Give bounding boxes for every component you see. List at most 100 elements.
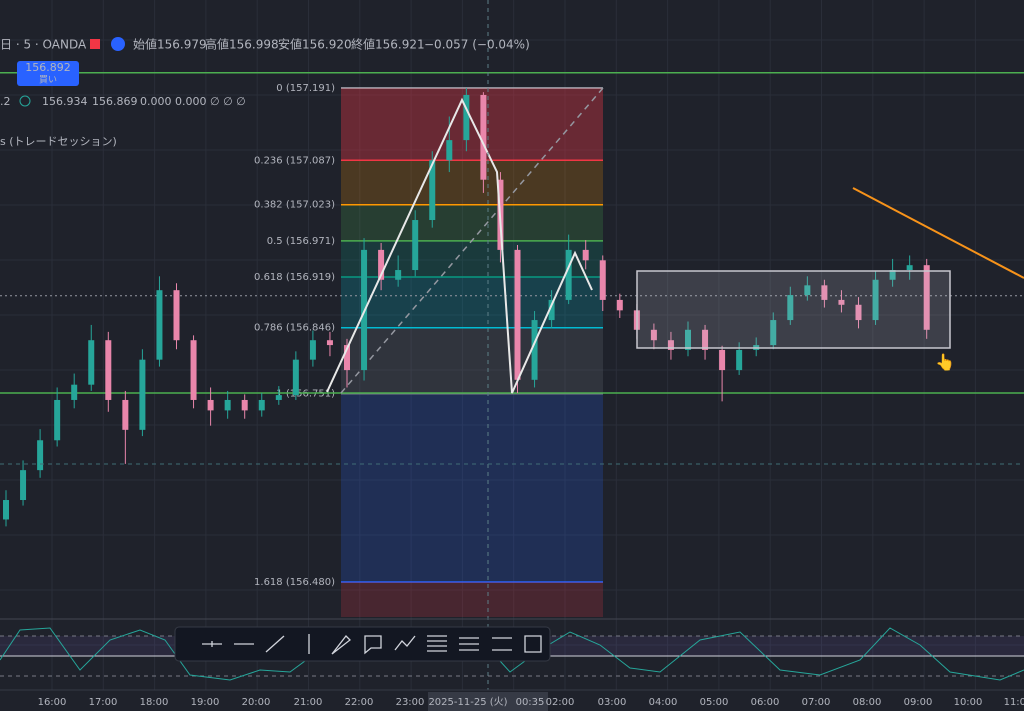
fib-band	[341, 88, 603, 161]
candle-body	[770, 320, 777, 346]
candle-body	[821, 285, 828, 300]
drawing-toolbar	[174, 626, 551, 662]
fib-label: 0.382 (157.023)	[254, 200, 335, 211]
low-value: 156.920	[302, 38, 352, 52]
time-label: 19:00	[191, 697, 220, 708]
fib-band	[341, 327, 603, 394]
candle-body	[88, 340, 95, 385]
candle-body	[480, 94, 487, 180]
time-axis: 16:00 17:00 18:00 19:00 20:00 21:00 22:00 23:00…	[38, 696, 1024, 708]
tool-callout[interactable]	[364, 635, 382, 655]
candle-body	[20, 470, 27, 501]
candle-body	[736, 349, 743, 371]
candle-body	[804, 285, 811, 296]
high-value: 156.998	[229, 38, 279, 52]
candle-body	[395, 270, 402, 280]
trend-line	[852, 187, 1024, 279]
candle-body	[889, 270, 896, 280]
candle-body	[906, 265, 913, 271]
replay-button[interactable]	[111, 37, 125, 51]
candle-body	[531, 320, 538, 380]
time-label: 23:00	[396, 697, 425, 708]
fib-label: 0.5 (156.971)	[267, 236, 335, 247]
candle-body	[463, 94, 470, 141]
buy-button[interactable]: 156.892 買い	[17, 61, 79, 86]
candle-body	[923, 265, 930, 330]
indicator-value: ∅ ∅ ∅	[210, 95, 246, 108]
symbol: 日 · 5 · OANDA	[0, 38, 87, 52]
zigzag-drawing	[326, 97, 593, 394]
fib-extension-band	[341, 582, 603, 617]
legend-header: 日 · 5 · OANDA 始値 156.979 高値 156.998 安値 1…	[0, 37, 530, 52]
tool-price-range[interactable]	[492, 637, 512, 651]
candle-body	[173, 290, 180, 341]
indicator-value: 0.000	[175, 95, 207, 108]
time-label: 03:00	[598, 697, 627, 708]
tool-rectangle[interactable]	[524, 635, 542, 653]
candle-body	[685, 329, 691, 350]
tool-trend-line[interactable]	[265, 635, 285, 653]
time-label: 02:00	[546, 697, 575, 708]
tool-fib-channel[interactable]	[459, 637, 479, 651]
open-label: 始値	[133, 37, 157, 52]
time-label: 11:00	[1004, 697, 1024, 708]
change: −0.057 (−0.04%)	[424, 38, 530, 52]
tool-brush[interactable]	[331, 635, 351, 655]
candle-body	[224, 399, 231, 411]
candle-body	[650, 329, 657, 341]
grid	[0, 0, 1024, 690]
candle-body	[616, 299, 623, 311]
fib-label: 0.236 (157.087)	[254, 155, 335, 166]
indicator-value: 156.869	[92, 95, 138, 108]
fib-band	[341, 240, 603, 277]
candle-body	[54, 399, 61, 441]
time-label: 07:00	[802, 697, 831, 708]
candle-body	[787, 295, 794, 321]
candle-body	[719, 349, 726, 371]
time-label: 00:35	[516, 697, 545, 708]
tool-fib[interactable]	[427, 635, 447, 652]
candle-body	[105, 340, 112, 400]
candle-body	[71, 384, 78, 400]
tool-horizontal-ray[interactable]	[202, 641, 222, 647]
candle-body	[258, 399, 265, 411]
candle-body	[838, 299, 845, 305]
crosshair-time-label-bg	[428, 692, 548, 711]
candle-body	[37, 440, 44, 471]
time-label: 06:00	[751, 697, 780, 708]
close-value: 156.921	[375, 38, 425, 52]
fib-top-band	[341, 88, 603, 161]
indicator-legend: .2 156.934 156.869 0.000 0.000 ∅ ∅ ∅ s (…	[0, 95, 246, 148]
fib-retracement: 0 (157.191) 0.236 (157.087) 0.382 (157.023…	[254, 83, 603, 617]
fib-band	[341, 160, 603, 205]
session-indicator: s (トレードセッション)	[0, 135, 117, 148]
candle-body	[599, 260, 606, 300]
candle-body	[565, 249, 572, 300]
buy-price: 156.892	[25, 61, 71, 74]
candle-body	[207, 399, 214, 411]
time-label: 05:00	[700, 697, 729, 708]
time-label: 04:00	[649, 697, 678, 708]
candle-body	[122, 399, 129, 430]
candle-body	[582, 249, 589, 261]
candle-body	[156, 290, 163, 360]
buy-label: 買い	[39, 75, 57, 86]
candle-body	[702, 329, 709, 350]
close-label: 終値	[351, 37, 375, 52]
candle-body	[412, 220, 419, 271]
time-label: 08:00	[853, 697, 882, 708]
candle-body	[309, 340, 316, 360]
candle-body	[514, 249, 521, 380]
time-label: 21:00	[294, 697, 323, 708]
candle-body	[190, 340, 197, 400]
fib-band	[341, 276, 603, 328]
cursor-icon: 👆	[935, 353, 955, 372]
high-label: 高値	[205, 37, 229, 52]
indicator-value: 0.000	[140, 95, 172, 108]
tool-path[interactable]	[394, 635, 416, 651]
indicator-name: .2	[0, 95, 11, 108]
candle-body	[667, 340, 674, 350]
